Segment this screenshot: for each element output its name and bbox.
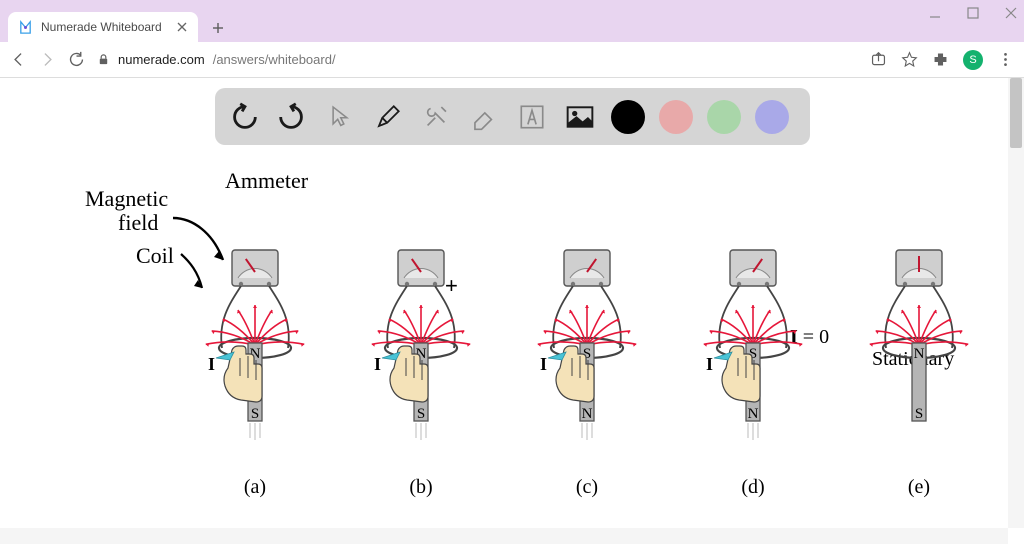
diagram-panel-2: S N I (c) [522, 248, 652, 499]
panel-caption: (b) [409, 476, 432, 499]
color-swatch-green[interactable] [707, 100, 741, 134]
bookmark-star-icon[interactable] [901, 51, 918, 68]
svg-text:S: S [915, 406, 923, 422]
svg-text:N: N [582, 406, 593, 422]
pointer-tool[interactable] [323, 100, 357, 134]
new-tab-button[interactable] [204, 14, 232, 42]
maximize-button[interactable] [966, 6, 980, 20]
browser-tab[interactable]: Numerade Whiteboard [8, 12, 198, 42]
undo-button[interactable] [227, 100, 261, 134]
color-swatch-black[interactable] [611, 100, 645, 134]
panel-caption: (c) [576, 476, 598, 499]
url-domain: numerade.com [118, 52, 205, 67]
share-icon[interactable] [870, 51, 887, 68]
url-path: /answers/whiteboard/ [213, 52, 336, 67]
redo-button[interactable] [275, 100, 309, 134]
diagram-panel-0: N S I (a) [190, 248, 320, 499]
horizontal-scrollbar[interactable] [0, 528, 1008, 544]
extensions-icon[interactable] [932, 51, 949, 68]
diagram-panel-4: N S (e) [854, 248, 984, 499]
svg-text:I: I [208, 354, 215, 374]
profile-avatar[interactable]: S [963, 50, 983, 70]
back-button[interactable] [10, 51, 27, 68]
panel-caption: (a) [244, 476, 266, 499]
favicon-icon [18, 20, 33, 35]
panel-caption: (d) [741, 476, 764, 499]
page-content: Ammeter Magnetic field Coil + I = 0 Stat… [0, 78, 1024, 544]
text-tool[interactable] [515, 100, 549, 134]
tab-close-icon[interactable] [176, 21, 188, 33]
minimize-button[interactable] [928, 6, 942, 20]
svg-text:S: S [417, 406, 425, 422]
label-field: field [118, 210, 158, 236]
svg-text:N: N [914, 346, 925, 362]
close-window-button[interactable] [1004, 6, 1018, 20]
svg-text:N: N [748, 406, 759, 422]
svg-text:I: I [706, 354, 713, 374]
url-field[interactable]: numerade.com/answers/whiteboard/ [97, 52, 858, 67]
color-swatch-blue[interactable] [755, 100, 789, 134]
image-tool[interactable] [563, 100, 597, 134]
svg-text:I: I [540, 354, 547, 374]
diagram-panel-3: S N I (d) [688, 248, 818, 499]
label-magnetic: Magnetic [85, 186, 168, 212]
eraser-tool[interactable] [467, 100, 501, 134]
tab-strip: Numerade Whiteboard [0, 10, 1024, 42]
lock-icon [97, 53, 110, 66]
color-swatch-red[interactable] [659, 100, 693, 134]
whiteboard-toolbar [215, 88, 810, 145]
label-ammeter: Ammeter [225, 168, 308, 194]
diagram-panel-1: N S I (b) [356, 248, 486, 499]
vertical-scrollbar[interactable] [1008, 78, 1024, 528]
window-controls [928, 6, 1018, 20]
tools-icon[interactable] [419, 100, 453, 134]
kebab-menu-icon[interactable] [997, 51, 1014, 68]
reload-button[interactable] [68, 51, 85, 68]
panel-caption: (e) [908, 476, 930, 499]
pen-tool[interactable] [371, 100, 405, 134]
tab-title: Numerade Whiteboard [41, 20, 168, 34]
address-bar: numerade.com/answers/whiteboard/ S [0, 42, 1024, 78]
forward-button[interactable] [39, 51, 56, 68]
svg-text:S: S [251, 406, 259, 422]
svg-text:I: I [374, 354, 381, 374]
